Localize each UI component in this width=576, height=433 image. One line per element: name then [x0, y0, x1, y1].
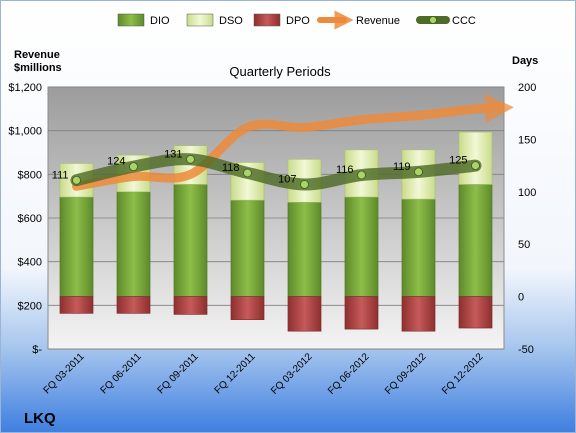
right-tick-label: -50	[518, 344, 534, 356]
bar-dio	[344, 196, 379, 297]
bar-dio	[173, 184, 208, 297]
ccc-point	[243, 168, 252, 178]
legend-label: CCC	[452, 15, 476, 27]
ccc-point	[414, 167, 423, 177]
ccc-point	[186, 154, 195, 164]
bar-dio	[287, 201, 322, 297]
legend-marker	[429, 16, 437, 24]
left-axis-label-line1: Revenue	[14, 49, 60, 61]
bar-dio	[458, 184, 493, 297]
bar-dso	[458, 131, 493, 185]
ccc-data-label: 116	[336, 164, 354, 176]
legend-label: DSO	[219, 15, 243, 27]
bars	[59, 131, 493, 332]
ccc-point	[357, 170, 366, 180]
left-axis-label-line2: $millions	[14, 62, 62, 74]
legend-swatch	[186, 13, 214, 27]
bar-dpo	[116, 296, 151, 314]
bar-dpo	[287, 296, 322, 332]
bar-dio	[230, 199, 265, 297]
ccc-point	[471, 161, 480, 171]
bar-dpo	[173, 296, 208, 315]
ccc-series: 111 124 131 118 107 116 119 125	[52, 148, 482, 191]
right-tick-label: 50	[518, 239, 530, 251]
bar-dpo	[458, 296, 493, 329]
legend-label: DIO	[150, 15, 170, 27]
ccc-point	[72, 175, 81, 185]
left-tick-label: $800	[18, 169, 42, 181]
left-tick-label: $1,200	[8, 82, 42, 94]
legend-swatch	[117, 13, 145, 27]
company-label: LKQ	[24, 410, 56, 427]
legend-swatch	[253, 13, 281, 27]
bar-dpo	[230, 296, 265, 320]
ccc-point	[129, 162, 138, 172]
left-tick-label: $1,000	[8, 126, 42, 138]
right-tick-label: 100	[518, 187, 536, 199]
bar-dio	[116, 191, 151, 297]
bar-dpo	[344, 296, 379, 330]
left-tick-label: $200	[18, 300, 42, 312]
left-tick-label: $600	[18, 213, 42, 225]
revenue-line	[72, 94, 514, 191]
ccc-data-label: 131	[164, 148, 182, 160]
legend: DIO DSO DPO Revenue CCC	[117, 10, 476, 30]
ccc-line	[70, 153, 482, 191]
ccc-data-label: 125	[449, 155, 467, 167]
legend-label: Revenue	[356, 15, 400, 27]
chart-title: Quarterly Periods	[229, 64, 331, 79]
bar-dpo	[59, 296, 94, 314]
ccc-data-label: 124	[107, 156, 125, 168]
right-tick-label: 150	[518, 134, 536, 146]
right-axis-label: Days	[512, 55, 538, 67]
ccc-data-label: 118	[222, 162, 240, 174]
bar-dio	[401, 198, 436, 297]
legend-label: DPO	[286, 15, 310, 27]
bar-dpo	[401, 296, 436, 332]
bar-dio	[59, 196, 94, 297]
right-tick-label: 200	[518, 82, 536, 94]
ccc-data-label: 119	[393, 161, 411, 173]
ccc-data-label: 111	[52, 169, 69, 181]
right-tick-label: 0	[518, 292, 524, 304]
ccc-point	[300, 180, 309, 189]
left-tick-label: $400	[18, 257, 42, 269]
revenue-series	[72, 94, 514, 191]
ccc-data-label: 107	[278, 173, 296, 185]
left-tick-label: $-	[32, 344, 42, 356]
